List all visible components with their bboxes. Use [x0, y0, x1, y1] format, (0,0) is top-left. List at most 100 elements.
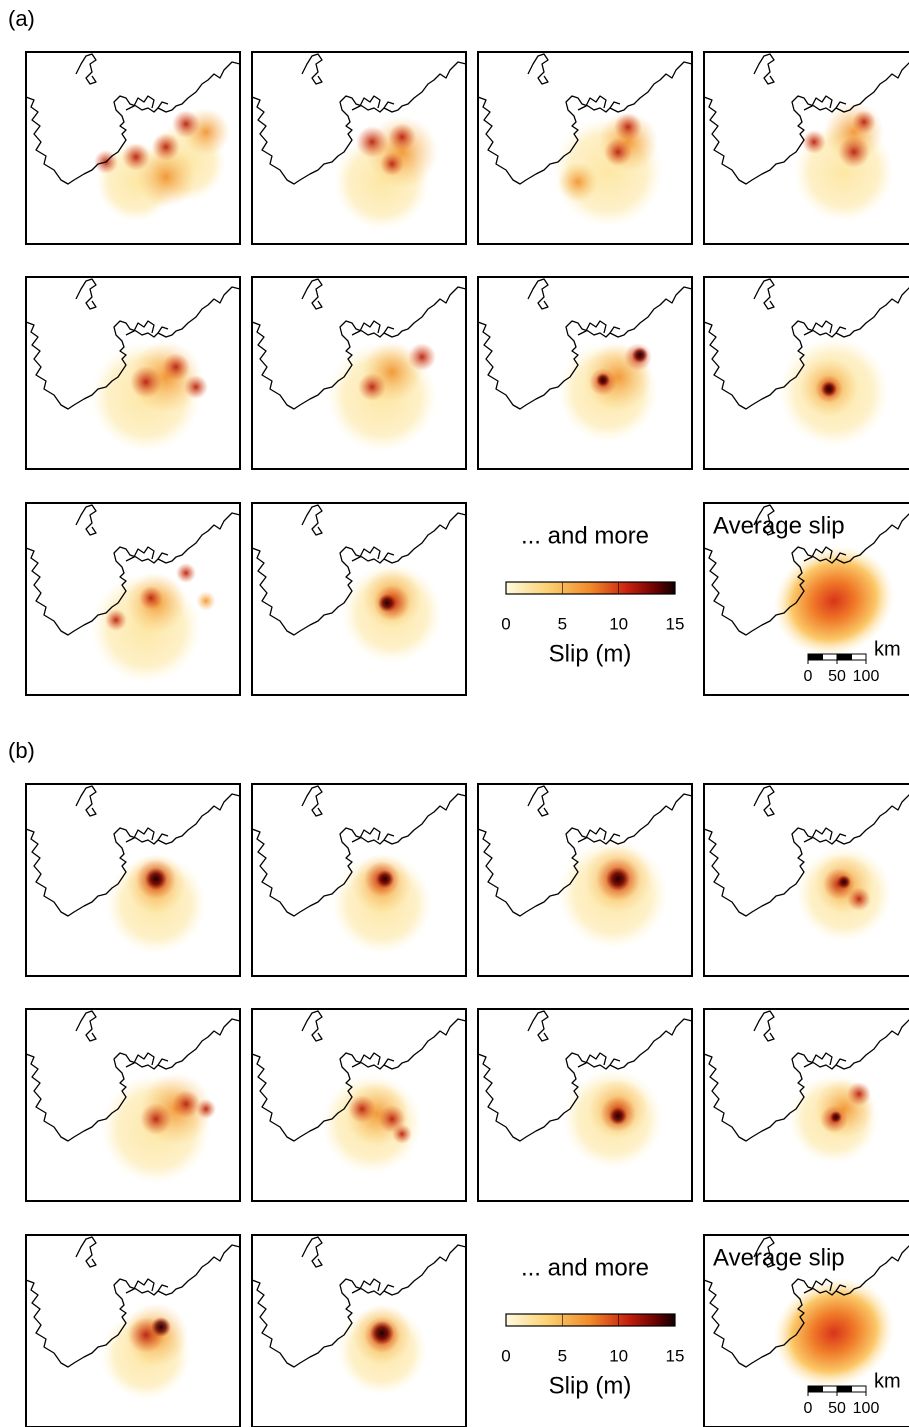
slip-patch — [196, 591, 216, 611]
panel-frame — [25, 1008, 241, 1202]
map-panel — [477, 783, 693, 977]
panel-frame — [477, 51, 693, 245]
map-panel — [703, 783, 909, 977]
slip-patch — [122, 143, 150, 171]
figure-label: (a) — [8, 6, 35, 31]
colorbar-title: Slip (m) — [549, 1372, 632, 1399]
average-title: Average slip — [713, 1244, 845, 1271]
slip-patch — [196, 1099, 216, 1119]
slip-patch — [838, 136, 870, 168]
map-content — [478, 1010, 692, 1169]
figure-label: (b) — [8, 738, 35, 763]
map-content — [26, 1236, 240, 1400]
map-panel — [251, 51, 467, 245]
scalebar-unit: km — [874, 1370, 901, 1392]
slip-patch — [392, 1124, 412, 1144]
panel-frame — [251, 1008, 467, 1202]
colorbar — [505, 1313, 676, 1327]
map-content — [26, 785, 240, 954]
map-content — [252, 504, 466, 663]
slip-patch — [837, 875, 851, 889]
slip-patch — [130, 366, 162, 398]
slip-patch — [380, 152, 404, 176]
colorbar-tick-label: 15 — [666, 1346, 685, 1365]
panel-frame — [477, 276, 693, 470]
slip-patch — [632, 347, 648, 363]
scalebar-label: 50 — [828, 1400, 846, 1417]
map-content — [704, 278, 909, 447]
panel-frame — [251, 1234, 467, 1427]
scalebar-segment — [822, 653, 838, 661]
scalebar-label: 100 — [853, 668, 880, 685]
map-panel — [477, 1008, 693, 1202]
map-content — [704, 1010, 909, 1164]
map-content — [478, 278, 692, 442]
panel-frame — [25, 502, 241, 696]
map-content — [252, 785, 466, 954]
slip-patch — [370, 1321, 394, 1345]
scalebar-segment — [807, 653, 823, 661]
slip-patch — [162, 353, 190, 381]
map-content — [704, 504, 909, 657]
map-panel — [703, 51, 909, 245]
map-content — [26, 278, 240, 452]
slip-patch — [358, 373, 386, 401]
map-content — [704, 53, 909, 222]
panel-frame — [25, 1234, 241, 1427]
map-content — [478, 785, 692, 949]
scalebar-segment — [851, 653, 867, 661]
map-content — [252, 53, 466, 230]
slip-patch — [151, 1317, 171, 1337]
slip-patch — [847, 887, 871, 911]
slip-patch — [184, 375, 208, 399]
map-panel — [25, 1234, 241, 1427]
slip-patch — [604, 138, 632, 166]
panel-frame — [703, 276, 909, 470]
slip-patch — [145, 868, 167, 890]
slip-patch — [852, 110, 876, 134]
scalebar-segment — [836, 1385, 852, 1393]
map-panel — [251, 1008, 467, 1202]
slip-patch — [378, 594, 396, 612]
scalebar-segment — [836, 653, 852, 661]
panel-frame — [251, 502, 467, 696]
panel-frame — [477, 1008, 693, 1202]
colorbar — [505, 581, 676, 595]
colorbar-tick-label: 15 — [666, 614, 685, 633]
colorbar-tick-label: 5 — [558, 614, 567, 633]
map-panel — [251, 502, 467, 696]
scalebar-unit: km — [874, 638, 901, 660]
average-slip — [773, 545, 895, 657]
slip-patch — [830, 1111, 842, 1123]
slip-patch — [847, 1082, 871, 1106]
slip-patch — [821, 381, 837, 397]
panel-frame — [25, 51, 241, 245]
panel-frame — [703, 1234, 909, 1427]
scalebar-segment — [822, 1385, 838, 1393]
slip-patch — [408, 343, 436, 371]
map-content — [26, 1010, 240, 1184]
slip-patch — [172, 110, 200, 138]
map-panel — [25, 1008, 241, 1202]
slip-patch — [558, 162, 598, 202]
slip-patch — [172, 1090, 200, 1118]
panel-frame — [251, 51, 467, 245]
panel-frame — [251, 276, 467, 470]
slip-patch — [152, 133, 180, 161]
scalebar-segment — [807, 1385, 823, 1393]
slip-patch — [176, 563, 196, 583]
slip-patch — [802, 130, 826, 154]
map-content — [252, 1236, 466, 1395]
colorbar-title: Slip (m) — [549, 640, 632, 667]
slip-patch — [136, 147, 196, 207]
panel-frame — [25, 276, 241, 470]
scalebar-label: 0 — [804, 1400, 813, 1417]
average-panel — [703, 502, 909, 696]
scalebar-label: 0 — [804, 668, 813, 685]
map-content — [252, 1010, 466, 1174]
map-panel — [25, 276, 241, 470]
map-content — [26, 504, 240, 683]
map-panel — [703, 1008, 909, 1202]
